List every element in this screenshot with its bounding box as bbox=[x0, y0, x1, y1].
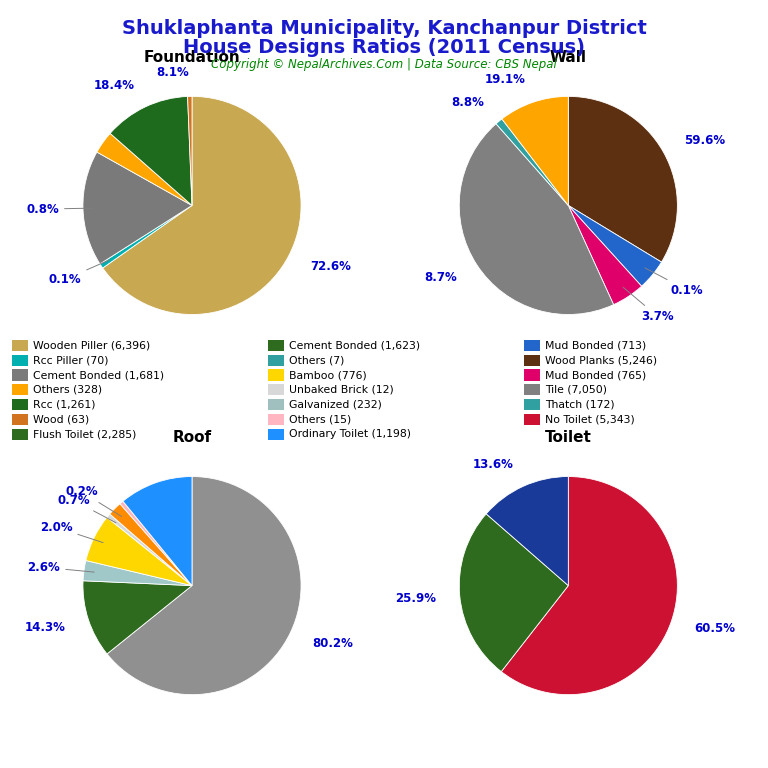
Text: Others (328): Others (328) bbox=[33, 385, 102, 395]
Bar bbox=[12, 429, 28, 440]
Bar bbox=[12, 339, 28, 351]
Bar bbox=[12, 414, 28, 425]
Wedge shape bbox=[107, 514, 192, 586]
Text: 60.5%: 60.5% bbox=[694, 622, 735, 635]
Wedge shape bbox=[107, 476, 301, 694]
Text: 2.0%: 2.0% bbox=[40, 521, 103, 543]
Text: Bamboo (776): Bamboo (776) bbox=[289, 370, 367, 380]
Bar bbox=[267, 429, 284, 440]
Bar bbox=[524, 339, 541, 351]
Wedge shape bbox=[103, 97, 301, 314]
Wedge shape bbox=[120, 502, 192, 586]
Wedge shape bbox=[100, 206, 192, 268]
Text: Shuklaphanta Municipality, Kanchanpur District: Shuklaphanta Municipality, Kanchanpur Di… bbox=[121, 19, 647, 38]
Wedge shape bbox=[83, 152, 192, 264]
Bar bbox=[267, 399, 284, 410]
Wedge shape bbox=[459, 514, 568, 671]
Text: Wood (63): Wood (63) bbox=[33, 415, 89, 425]
Text: 25.9%: 25.9% bbox=[395, 592, 436, 604]
Text: 3.7%: 3.7% bbox=[623, 287, 674, 323]
Text: 14.3%: 14.3% bbox=[25, 621, 65, 634]
Text: Ordinary Toilet (1,198): Ordinary Toilet (1,198) bbox=[289, 429, 411, 439]
Wedge shape bbox=[502, 97, 568, 206]
Text: Wood Planks (5,246): Wood Planks (5,246) bbox=[545, 355, 657, 366]
Bar bbox=[524, 414, 541, 425]
Text: Wooden Piller (6,396): Wooden Piller (6,396) bbox=[33, 340, 151, 350]
Text: Others (15): Others (15) bbox=[289, 415, 351, 425]
Text: 80.2%: 80.2% bbox=[312, 637, 353, 650]
Wedge shape bbox=[459, 124, 614, 314]
Text: 0.7%: 0.7% bbox=[58, 494, 116, 523]
Bar bbox=[12, 384, 28, 396]
Text: 59.6%: 59.6% bbox=[684, 134, 726, 147]
Text: Cement Bonded (1,681): Cement Bonded (1,681) bbox=[33, 370, 164, 380]
Bar bbox=[267, 384, 284, 396]
Text: 19.1%: 19.1% bbox=[485, 73, 525, 86]
Text: 8.8%: 8.8% bbox=[451, 96, 484, 109]
Text: House Designs Ratios (2011 Census): House Designs Ratios (2011 Census) bbox=[183, 38, 585, 58]
Wedge shape bbox=[568, 97, 677, 262]
Wedge shape bbox=[83, 581, 192, 654]
Bar bbox=[267, 339, 284, 351]
Wedge shape bbox=[123, 476, 192, 586]
Bar bbox=[267, 414, 284, 425]
Text: 8.1%: 8.1% bbox=[157, 66, 190, 79]
Text: 18.4%: 18.4% bbox=[94, 79, 134, 92]
Bar bbox=[524, 355, 541, 366]
Bar bbox=[12, 355, 28, 366]
Text: Others (7): Others (7) bbox=[289, 355, 344, 366]
Text: 0.1%: 0.1% bbox=[645, 268, 703, 296]
Bar bbox=[12, 399, 28, 410]
Text: Rcc Piller (70): Rcc Piller (70) bbox=[33, 355, 108, 366]
Wedge shape bbox=[187, 97, 192, 206]
Title: Toilet: Toilet bbox=[545, 430, 592, 445]
Text: Unbaked Brick (12): Unbaked Brick (12) bbox=[289, 385, 394, 395]
Text: Galvanized (232): Galvanized (232) bbox=[289, 399, 382, 410]
Text: Rcc (1,261): Rcc (1,261) bbox=[33, 399, 95, 410]
Text: 0.2%: 0.2% bbox=[65, 485, 121, 516]
Text: 13.6%: 13.6% bbox=[472, 458, 513, 471]
Text: Copyright © NepalArchives.Com | Data Source: CBS Nepal: Copyright © NepalArchives.Com | Data Sou… bbox=[211, 58, 557, 71]
Bar bbox=[12, 369, 28, 381]
Text: 8.7%: 8.7% bbox=[424, 271, 457, 284]
Wedge shape bbox=[110, 97, 192, 206]
Title: Roof: Roof bbox=[173, 430, 211, 445]
Wedge shape bbox=[502, 476, 677, 694]
Text: Cement Bonded (1,623): Cement Bonded (1,623) bbox=[289, 340, 420, 350]
Title: Foundation: Foundation bbox=[144, 50, 240, 65]
Bar bbox=[267, 355, 284, 366]
Bar bbox=[267, 369, 284, 381]
Title: Wall: Wall bbox=[550, 50, 587, 65]
Wedge shape bbox=[496, 119, 568, 206]
Wedge shape bbox=[568, 206, 661, 286]
Text: 72.6%: 72.6% bbox=[310, 260, 351, 273]
Text: Mud Bonded (765): Mud Bonded (765) bbox=[545, 370, 647, 380]
Text: No Toilet (5,343): No Toilet (5,343) bbox=[545, 415, 635, 425]
Text: 0.1%: 0.1% bbox=[48, 260, 110, 286]
Text: Flush Toilet (2,285): Flush Toilet (2,285) bbox=[33, 429, 137, 439]
Wedge shape bbox=[86, 518, 192, 586]
Text: Mud Bonded (713): Mud Bonded (713) bbox=[545, 340, 647, 350]
Bar bbox=[524, 399, 541, 410]
Wedge shape bbox=[97, 134, 192, 206]
Bar bbox=[524, 369, 541, 381]
Text: Thatch (172): Thatch (172) bbox=[545, 399, 614, 410]
Wedge shape bbox=[110, 504, 192, 586]
Text: Tile (7,050): Tile (7,050) bbox=[545, 385, 607, 395]
Text: 0.8%: 0.8% bbox=[26, 203, 93, 216]
Wedge shape bbox=[568, 206, 641, 305]
Wedge shape bbox=[486, 476, 568, 586]
Text: 2.6%: 2.6% bbox=[28, 561, 94, 574]
Wedge shape bbox=[83, 561, 192, 586]
Bar bbox=[524, 384, 541, 396]
